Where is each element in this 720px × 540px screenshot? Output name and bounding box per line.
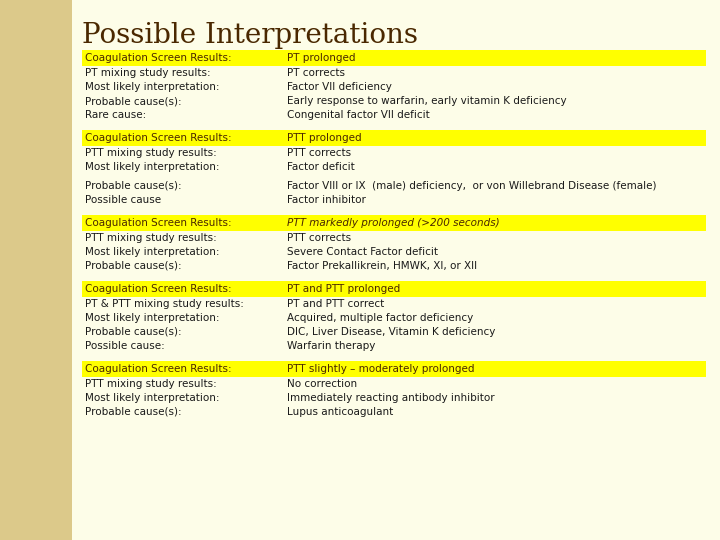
- Text: Rare cause:: Rare cause:: [85, 110, 146, 120]
- Text: Coagulation Screen Results:: Coagulation Screen Results:: [85, 133, 232, 143]
- Text: PT prolonged: PT prolonged: [287, 53, 356, 63]
- Bar: [82, 130, 706, 146]
- Text: Possible Interpretations: Possible Interpretations: [82, 22, 418, 49]
- Text: PT corrects: PT corrects: [287, 68, 345, 78]
- Text: PTT mixing study results:: PTT mixing study results:: [85, 148, 217, 158]
- Text: PTT prolonged: PTT prolonged: [287, 133, 361, 143]
- Text: Probable cause(s):: Probable cause(s):: [85, 261, 181, 271]
- Text: Congenital factor VII deficit: Congenital factor VII deficit: [287, 110, 430, 120]
- Text: Most likely interpretation:: Most likely interpretation:: [85, 247, 220, 257]
- Text: Factor Prekallikrein, HMWK, XI, or XII: Factor Prekallikrein, HMWK, XI, or XII: [287, 261, 477, 271]
- Text: Most likely interpretation:: Most likely interpretation:: [85, 82, 220, 92]
- Text: Factor deficit: Factor deficit: [287, 162, 355, 172]
- Text: Possible cause: Possible cause: [85, 195, 161, 205]
- Text: PTT corrects: PTT corrects: [287, 233, 351, 243]
- Text: Factor inhibitor: Factor inhibitor: [287, 195, 366, 205]
- Text: PT mixing study results:: PT mixing study results:: [85, 68, 211, 78]
- Text: Factor VII deficiency: Factor VII deficiency: [287, 82, 392, 92]
- Text: No correction: No correction: [287, 379, 357, 389]
- Text: PTT mixing study results:: PTT mixing study results:: [85, 379, 217, 389]
- Text: Severe Contact Factor deficit: Severe Contact Factor deficit: [287, 247, 438, 257]
- Text: Most likely interpretation:: Most likely interpretation:: [85, 313, 220, 323]
- Text: Possible cause:: Possible cause:: [85, 341, 165, 351]
- Text: Coagulation Screen Results:: Coagulation Screen Results:: [85, 284, 232, 294]
- Bar: [82, 361, 706, 377]
- Text: Factor VIII or IX  (male) deficiency,  or von Willebrand Disease (female): Factor VIII or IX (male) deficiency, or …: [287, 181, 657, 191]
- Text: Coagulation Screen Results:: Coagulation Screen Results:: [85, 218, 232, 228]
- Text: Probable cause(s):: Probable cause(s):: [85, 181, 181, 191]
- Text: Acquired, multiple factor deficiency: Acquired, multiple factor deficiency: [287, 313, 473, 323]
- Bar: [0, 0, 72, 540]
- Text: Probable cause(s):: Probable cause(s):: [85, 96, 181, 106]
- Text: Most likely interpretation:: Most likely interpretation:: [85, 162, 220, 172]
- Text: Early response to warfarin, early vitamin K deficiency: Early response to warfarin, early vitami…: [287, 96, 567, 106]
- Text: Probable cause(s):: Probable cause(s):: [85, 407, 181, 417]
- Text: Warfarin therapy: Warfarin therapy: [287, 341, 375, 351]
- Text: Lupus anticoagulant: Lupus anticoagulant: [287, 407, 393, 417]
- Text: PT and PTT correct: PT and PTT correct: [287, 299, 384, 309]
- Text: Probable cause(s):: Probable cause(s):: [85, 327, 181, 337]
- Bar: [82, 281, 706, 297]
- Text: Most likely interpretation:: Most likely interpretation:: [85, 393, 220, 403]
- Text: Coagulation Screen Results:: Coagulation Screen Results:: [85, 53, 232, 63]
- Text: PT & PTT mixing study results:: PT & PTT mixing study results:: [85, 299, 244, 309]
- Bar: [82, 50, 706, 66]
- Text: PT and PTT prolonged: PT and PTT prolonged: [287, 284, 400, 294]
- Text: PTT slightly – moderately prolonged: PTT slightly – moderately prolonged: [287, 364, 474, 374]
- Text: DIC, Liver Disease, Vitamin K deficiency: DIC, Liver Disease, Vitamin K deficiency: [287, 327, 495, 337]
- Text: Immediately reacting antibody inhibitor: Immediately reacting antibody inhibitor: [287, 393, 495, 403]
- Bar: [82, 215, 706, 231]
- Text: PTT mixing study results:: PTT mixing study results:: [85, 233, 217, 243]
- Text: PTT corrects: PTT corrects: [287, 148, 351, 158]
- Text: PTT markedly prolonged (>200 seconds): PTT markedly prolonged (>200 seconds): [287, 218, 500, 228]
- Text: Coagulation Screen Results:: Coagulation Screen Results:: [85, 364, 232, 374]
